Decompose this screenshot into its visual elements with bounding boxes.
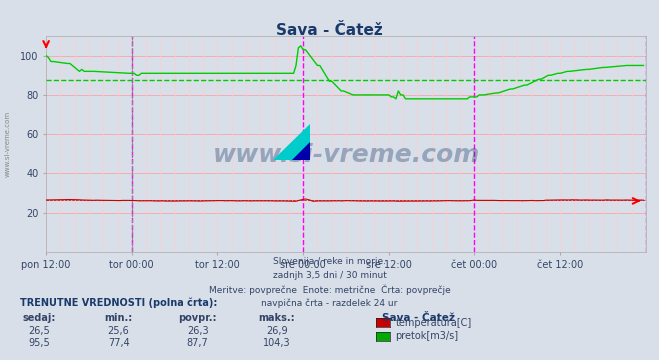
Text: maks.:: maks.: — [258, 313, 295, 323]
Text: www.si-vreme.com: www.si-vreme.com — [212, 143, 480, 167]
Text: 26,5: 26,5 — [28, 326, 51, 336]
Text: 25,6: 25,6 — [107, 326, 130, 336]
Text: sedaj:: sedaj: — [23, 313, 56, 323]
Text: 77,4: 77,4 — [107, 338, 130, 348]
Text: 87,7: 87,7 — [186, 338, 209, 348]
Text: Sava - Čatež: Sava - Čatež — [382, 313, 455, 323]
Text: temperatura[C]: temperatura[C] — [395, 318, 472, 328]
Text: povpr.:: povpr.: — [179, 313, 217, 323]
Text: TRENUTNE VREDNOSTI (polna črta):: TRENUTNE VREDNOSTI (polna črta): — [20, 297, 217, 307]
Text: 95,5: 95,5 — [28, 338, 51, 348]
Text: Slovenija / reke in morje.: Slovenija / reke in morje. — [273, 257, 386, 266]
Text: min.:: min.: — [105, 313, 132, 323]
Text: 104,3: 104,3 — [263, 338, 291, 348]
Text: pretok[m3/s]: pretok[m3/s] — [395, 331, 459, 341]
Polygon shape — [273, 124, 310, 160]
Text: Sava - Čatež: Sava - Čatež — [276, 23, 383, 39]
Text: 26,9: 26,9 — [266, 326, 287, 336]
Text: zadnjh 3,5 dni / 30 minut: zadnjh 3,5 dni / 30 minut — [273, 271, 386, 280]
Polygon shape — [291, 142, 310, 160]
Text: Meritve: povprečne  Enote: metrične  Črta: povprečje: Meritve: povprečne Enote: metrične Črta:… — [209, 285, 450, 295]
Text: 26,3: 26,3 — [187, 326, 208, 336]
Text: navpična črta - razdelek 24 ur: navpična črta - razdelek 24 ur — [262, 298, 397, 308]
Text: www.si-vreme.com: www.si-vreme.com — [5, 111, 11, 177]
